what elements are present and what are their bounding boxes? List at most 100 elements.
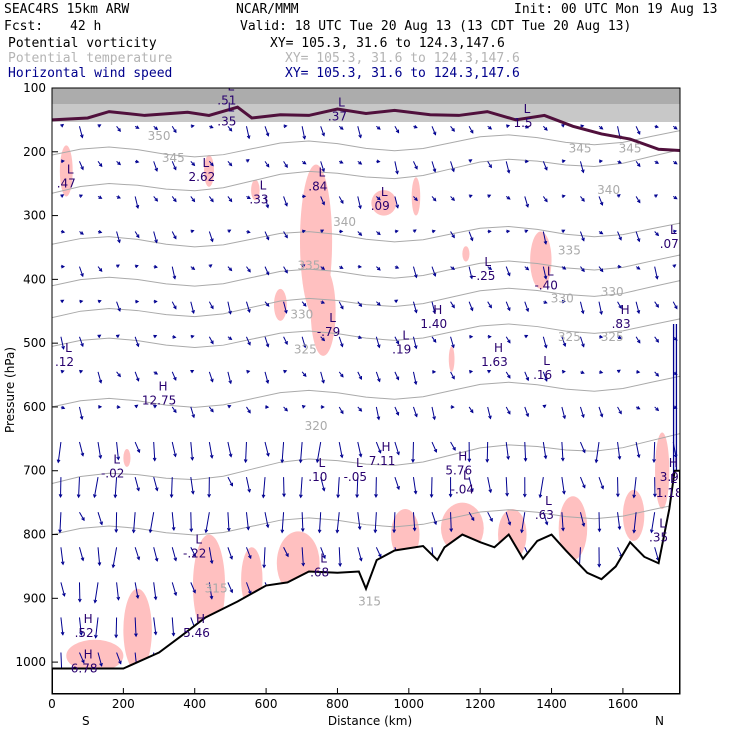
y-tick-label: 1000 bbox=[15, 655, 46, 669]
wind-arrow-head bbox=[432, 310, 437, 315]
wind-arrow-head bbox=[116, 195, 121, 199]
wind-arrow bbox=[617, 231, 622, 240]
wind-arrow-head bbox=[80, 557, 85, 562]
extremum-marker: L bbox=[524, 102, 531, 116]
wind-arrow-head bbox=[154, 703, 157, 706]
wind-arrow-head bbox=[172, 335, 177, 339]
wind-arrow-head bbox=[395, 411, 400, 416]
wind-arrow bbox=[338, 336, 343, 347]
wind-arrow-head bbox=[173, 166, 177, 171]
wind-arrow-head bbox=[449, 528, 454, 533]
wind-arrow-head bbox=[507, 272, 511, 277]
wind-arrow-head bbox=[98, 379, 103, 384]
wind-arrow bbox=[650, 512, 656, 533]
wind-arrow-head bbox=[229, 482, 234, 487]
wind-arrow bbox=[134, 617, 137, 637]
wind-arrow bbox=[245, 512, 249, 530]
theta-label: 325 bbox=[294, 343, 317, 357]
theta-contour-line bbox=[52, 130, 680, 158]
wind-arrow-head bbox=[487, 369, 492, 374]
wind-arrow bbox=[431, 266, 436, 277]
wind-arrow-head bbox=[98, 268, 103, 272]
wind-arrow-head bbox=[265, 379, 270, 384]
wind-arrow-head bbox=[485, 458, 490, 463]
extremum-marker: L bbox=[670, 472, 677, 486]
extremum-value: 1.5 bbox=[513, 116, 532, 130]
wind-arrow-head bbox=[636, 163, 641, 168]
extremum-marker: L bbox=[195, 532, 202, 546]
wind-arrow-head bbox=[561, 194, 566, 199]
wind-arrow-head bbox=[62, 592, 66, 597]
wind-arrow bbox=[134, 371, 140, 381]
wind-arrow-head bbox=[618, 305, 622, 310]
extremum-marker: L bbox=[484, 255, 491, 269]
extremum-marker: L bbox=[547, 265, 554, 279]
extremum-value: 12.75 bbox=[142, 393, 176, 407]
wind-arrow bbox=[79, 266, 84, 277]
wind-arrow-head bbox=[317, 705, 320, 708]
wind-arrow-head bbox=[335, 529, 340, 534]
wind-arrow bbox=[94, 582, 99, 603]
field-name-pv: Potential vorticity bbox=[8, 36, 157, 51]
wind-arrow-head bbox=[561, 159, 566, 164]
extremum-value: -.25 bbox=[472, 269, 495, 283]
wind-arrow-head bbox=[469, 334, 474, 339]
wind-arrow-head bbox=[636, 310, 641, 315]
wind-arrow-head bbox=[561, 527, 565, 532]
wind-arrow bbox=[153, 547, 158, 562]
wind-arrow-head bbox=[61, 345, 65, 350]
wind-arrow-head bbox=[190, 229, 195, 234]
wind-arrow bbox=[357, 441, 362, 457]
wind-arrow-head bbox=[79, 415, 84, 421]
wind-arrow bbox=[505, 477, 508, 496]
wind-arrow bbox=[542, 371, 548, 382]
wind-arrow bbox=[134, 547, 140, 560]
wind-arrow bbox=[431, 126, 436, 135]
wind-arrow-head bbox=[248, 555, 252, 560]
wind-arrow bbox=[78, 441, 84, 456]
wind-arrow bbox=[300, 441, 303, 463]
wind-arrow-head bbox=[284, 202, 288, 207]
wind-arrow-head bbox=[451, 344, 455, 349]
wind-arrow bbox=[579, 161, 584, 173]
wind-arrow bbox=[171, 231, 177, 239]
wind-arrow bbox=[208, 582, 213, 599]
wind-arrow bbox=[171, 441, 177, 457]
wind-arrow-head bbox=[654, 124, 659, 129]
wind-arrow bbox=[598, 196, 603, 206]
wind-arrow-head bbox=[358, 453, 363, 458]
wind-arrow-head bbox=[340, 305, 344, 310]
wind-arrow bbox=[283, 336, 288, 345]
extremum-marker: L bbox=[227, 80, 234, 94]
extremum-marker: L bbox=[402, 328, 409, 342]
wind-arrow bbox=[134, 476, 140, 491]
wind-arrow bbox=[356, 477, 359, 498]
wind-arrow bbox=[149, 512, 155, 533]
x-tick-label: 1600 bbox=[608, 697, 639, 711]
wind-arrow-head bbox=[94, 634, 98, 639]
wind-arrow bbox=[134, 231, 140, 238]
wind-arrow bbox=[171, 371, 177, 381]
extremum-marker: H bbox=[458, 450, 467, 464]
pv-shade bbox=[310, 266, 336, 356]
wind-arrow-head bbox=[154, 167, 158, 172]
wind-arrow bbox=[190, 477, 194, 494]
wind-arrow-head bbox=[321, 132, 325, 137]
pv-shade bbox=[66, 639, 124, 672]
wind-arrow-head bbox=[79, 369, 84, 374]
wind-arrow-head bbox=[525, 203, 530, 208]
wind-arrow-head bbox=[470, 517, 475, 522]
wind-arrow-head bbox=[358, 232, 363, 237]
wind-arrow-head bbox=[115, 334, 120, 339]
wind-arrow-head bbox=[395, 129, 400, 134]
wind-arrow-head bbox=[321, 201, 325, 206]
wind-arrow-head bbox=[246, 195, 251, 200]
wind-arrow-head bbox=[265, 343, 270, 348]
wind-arrow-head bbox=[60, 299, 65, 304]
wind-arrow-head bbox=[429, 494, 434, 499]
wind-arrow-head bbox=[315, 459, 320, 464]
wind-arrow-head bbox=[248, 700, 251, 703]
wind-arrow bbox=[246, 547, 252, 559]
wind-arrow-head bbox=[136, 556, 141, 561]
